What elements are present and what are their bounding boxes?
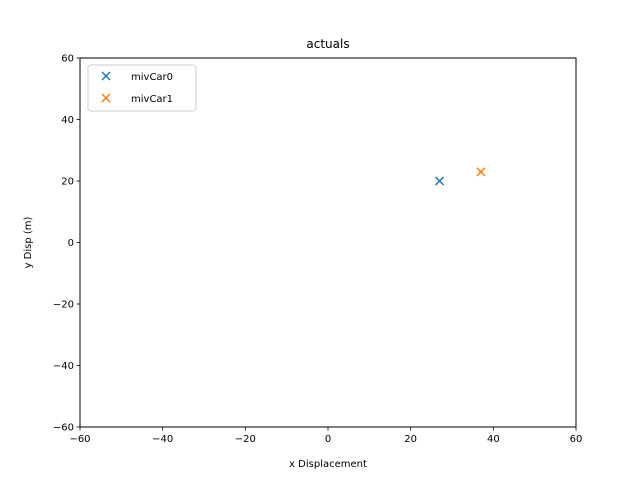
y-tick-label: 20: [61, 177, 74, 188]
legend-label: mivCar0: [131, 72, 173, 83]
y-axis-label: y Disp (m): [23, 216, 34, 268]
x-tick-label: −60: [69, 434, 90, 445]
legend-box: [87, 64, 197, 112]
x-tick-label: 60: [570, 434, 583, 445]
x-tick-label: −20: [235, 434, 256, 445]
x-axis-label: x Displacement: [289, 459, 367, 470]
legend-label: mivCar1: [131, 94, 173, 105]
y-tick-label: −40: [53, 361, 74, 372]
data-point-mivCar0: [435, 176, 445, 186]
chart-title: actuals: [306, 37, 349, 51]
data-point-mivCar1: [476, 167, 486, 177]
y-tick-label: −60: [53, 423, 74, 434]
legend-marker: [101, 93, 111, 103]
legend-marker: [101, 71, 111, 81]
y-tick-label: −20: [53, 300, 74, 311]
y-tick-label: 0: [68, 238, 74, 249]
x-tick-label: 20: [404, 434, 417, 445]
x-tick-label: 40: [487, 434, 500, 445]
x-tick-label: 0: [325, 434, 331, 445]
y-tick-label: 40: [61, 115, 74, 126]
x-tick-label: −40: [152, 434, 173, 445]
legend: mivCar0 mivCar1: [87, 64, 197, 112]
y-tick-label: 60: [61, 54, 74, 65]
